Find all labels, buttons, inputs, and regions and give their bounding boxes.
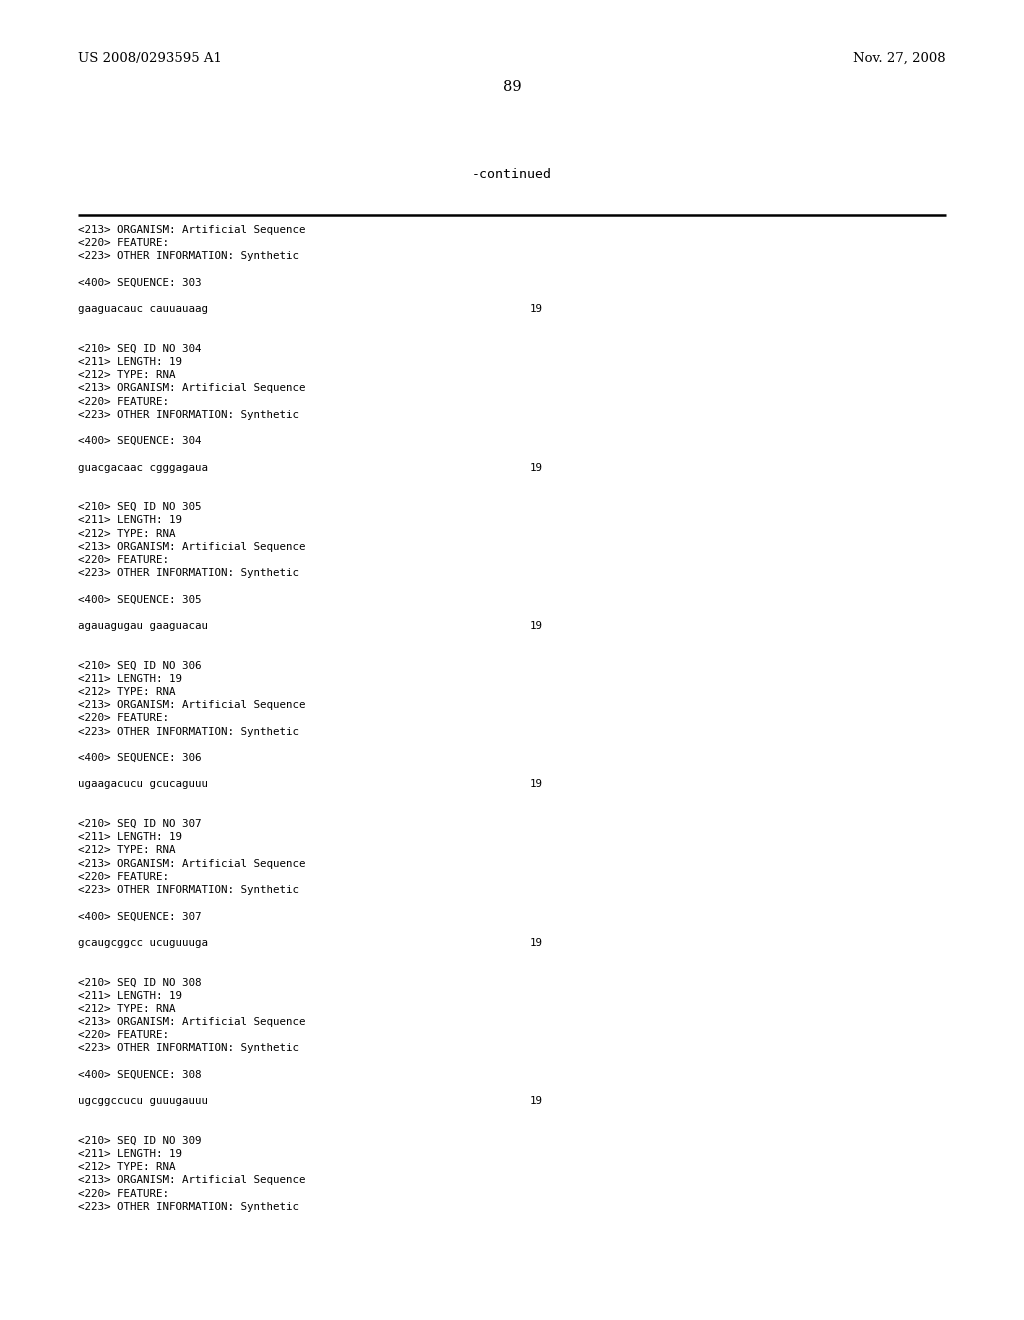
Text: <400> SEQUENCE: 303: <400> SEQUENCE: 303 xyxy=(78,277,202,288)
Text: <210> SEQ ID NO 305: <210> SEQ ID NO 305 xyxy=(78,502,202,512)
Text: Nov. 27, 2008: Nov. 27, 2008 xyxy=(853,51,946,65)
Text: <220> FEATURE:: <220> FEATURE: xyxy=(78,871,169,882)
Text: <210> SEQ ID NO 306: <210> SEQ ID NO 306 xyxy=(78,660,202,671)
Text: ugaagacucu gcucaguuu: ugaagacucu gcucaguuu xyxy=(78,779,208,789)
Text: gaaguacauc cauuauaag: gaaguacauc cauuauaag xyxy=(78,304,208,314)
Text: <211> LENGTH: 19: <211> LENGTH: 19 xyxy=(78,356,182,367)
Text: <212> TYPE: RNA: <212> TYPE: RNA xyxy=(78,370,175,380)
Text: <220> FEATURE:: <220> FEATURE: xyxy=(78,396,169,407)
Text: <220> FEATURE:: <220> FEATURE: xyxy=(78,554,169,565)
Text: <212> TYPE: RNA: <212> TYPE: RNA xyxy=(78,845,175,855)
Text: <223> OTHER INFORMATION: Synthetic: <223> OTHER INFORMATION: Synthetic xyxy=(78,1201,299,1212)
Text: <223> OTHER INFORMATION: Synthetic: <223> OTHER INFORMATION: Synthetic xyxy=(78,726,299,737)
Text: <400> SEQUENCE: 308: <400> SEQUENCE: 308 xyxy=(78,1069,202,1080)
Text: <212> TYPE: RNA: <212> TYPE: RNA xyxy=(78,1162,175,1172)
Text: <223> OTHER INFORMATION: Synthetic: <223> OTHER INFORMATION: Synthetic xyxy=(78,409,299,420)
Text: <213> ORGANISM: Artificial Sequence: <213> ORGANISM: Artificial Sequence xyxy=(78,1016,305,1027)
Text: <223> OTHER INFORMATION: Synthetic: <223> OTHER INFORMATION: Synthetic xyxy=(78,884,299,895)
Text: 19: 19 xyxy=(530,304,543,314)
Text: <400> SEQUENCE: 304: <400> SEQUENCE: 304 xyxy=(78,436,202,446)
Text: agauagugau gaaguacau: agauagugau gaaguacau xyxy=(78,620,208,631)
Text: <220> FEATURE:: <220> FEATURE: xyxy=(78,713,169,723)
Text: <210> SEQ ID NO 304: <210> SEQ ID NO 304 xyxy=(78,343,202,354)
Text: <211> LENGTH: 19: <211> LENGTH: 19 xyxy=(78,1148,182,1159)
Text: <210> SEQ ID NO 307: <210> SEQ ID NO 307 xyxy=(78,818,202,829)
Text: <213> ORGANISM: Artificial Sequence: <213> ORGANISM: Artificial Sequence xyxy=(78,224,305,235)
Text: <220> FEATURE:: <220> FEATURE: xyxy=(78,1188,169,1199)
Text: guacgacaac cgggagaua: guacgacaac cgggagaua xyxy=(78,462,208,473)
Text: 19: 19 xyxy=(530,462,543,473)
Text: <213> ORGANISM: Artificial Sequence: <213> ORGANISM: Artificial Sequence xyxy=(78,383,305,393)
Text: 19: 19 xyxy=(530,937,543,948)
Text: <212> TYPE: RNA: <212> TYPE: RNA xyxy=(78,1003,175,1014)
Text: gcaugcggcc ucuguuuga: gcaugcggcc ucuguuuga xyxy=(78,937,208,948)
Text: <212> TYPE: RNA: <212> TYPE: RNA xyxy=(78,686,175,697)
Text: <211> LENGTH: 19: <211> LENGTH: 19 xyxy=(78,990,182,1001)
Text: <213> ORGANISM: Artificial Sequence: <213> ORGANISM: Artificial Sequence xyxy=(78,1175,305,1185)
Text: 19: 19 xyxy=(530,779,543,789)
Text: <213> ORGANISM: Artificial Sequence: <213> ORGANISM: Artificial Sequence xyxy=(78,858,305,869)
Text: <223> OTHER INFORMATION: Synthetic: <223> OTHER INFORMATION: Synthetic xyxy=(78,251,299,261)
Text: <223> OTHER INFORMATION: Synthetic: <223> OTHER INFORMATION: Synthetic xyxy=(78,1043,299,1053)
Text: <220> FEATURE:: <220> FEATURE: xyxy=(78,238,169,248)
Text: <220> FEATURE:: <220> FEATURE: xyxy=(78,1030,169,1040)
Text: <210> SEQ ID NO 308: <210> SEQ ID NO 308 xyxy=(78,977,202,987)
Text: ugcggccucu guuugauuu: ugcggccucu guuugauuu xyxy=(78,1096,208,1106)
Text: 19: 19 xyxy=(530,1096,543,1106)
Text: <213> ORGANISM: Artificial Sequence: <213> ORGANISM: Artificial Sequence xyxy=(78,700,305,710)
Text: <400> SEQUENCE: 306: <400> SEQUENCE: 306 xyxy=(78,752,202,763)
Text: <211> LENGTH: 19: <211> LENGTH: 19 xyxy=(78,832,182,842)
Text: <400> SEQUENCE: 305: <400> SEQUENCE: 305 xyxy=(78,594,202,605)
Text: <212> TYPE: RNA: <212> TYPE: RNA xyxy=(78,528,175,539)
Text: -continued: -continued xyxy=(472,168,552,181)
Text: <210> SEQ ID NO 309: <210> SEQ ID NO 309 xyxy=(78,1135,202,1146)
Text: <211> LENGTH: 19: <211> LENGTH: 19 xyxy=(78,515,182,525)
Text: <211> LENGTH: 19: <211> LENGTH: 19 xyxy=(78,673,182,684)
Text: US 2008/0293595 A1: US 2008/0293595 A1 xyxy=(78,51,222,65)
Text: <400> SEQUENCE: 307: <400> SEQUENCE: 307 xyxy=(78,911,202,921)
Text: <223> OTHER INFORMATION: Synthetic: <223> OTHER INFORMATION: Synthetic xyxy=(78,568,299,578)
Text: <213> ORGANISM: Artificial Sequence: <213> ORGANISM: Artificial Sequence xyxy=(78,541,305,552)
Text: 19: 19 xyxy=(530,620,543,631)
Text: 89: 89 xyxy=(503,81,521,94)
